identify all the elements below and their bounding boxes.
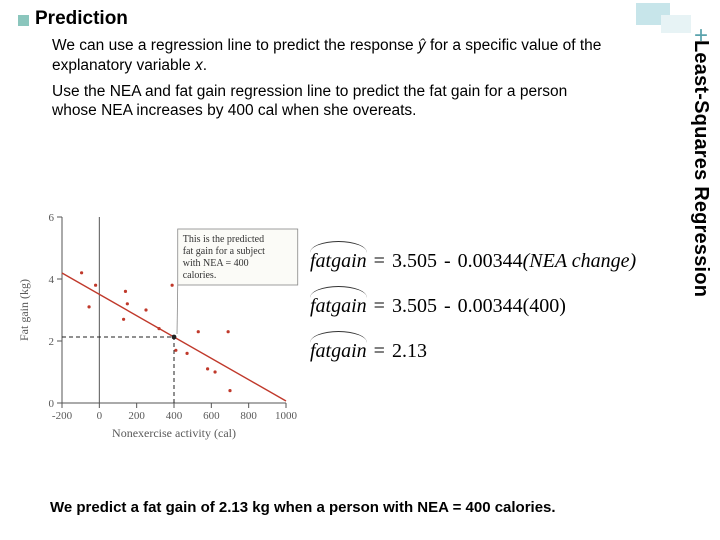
equation-3: fatgain = 2.13 [310, 340, 636, 363]
svg-text:This is the predicted: This is the predicted [183, 234, 264, 245]
svg-text:800: 800 [240, 410, 257, 422]
svg-text:0: 0 [97, 410, 103, 422]
svg-text:1000: 1000 [275, 410, 298, 422]
heading-title: Prediction [35, 8, 128, 30]
slide: + Least-Squares Regression Prediction We… [0, 0, 720, 540]
eq2-a: 3.505 [392, 295, 437, 318]
eq1-arg: (NEA change) [523, 250, 637, 273]
chart: -200020040060080010000246Nonexercise act… [10, 203, 300, 453]
chapter-label: Least-Squares Regression [689, 40, 712, 297]
svg-text:Fat gain (kg): Fat gain (kg) [17, 279, 31, 341]
corner-decoration [636, 3, 690, 33]
fatgain-hat-2: fatgain [310, 295, 367, 318]
svg-text:2: 2 [49, 336, 55, 348]
svg-text:200: 200 [128, 410, 145, 422]
p1-x: x [195, 57, 203, 74]
svg-text:400: 400 [166, 410, 183, 422]
svg-text:calories.: calories. [183, 270, 217, 281]
heading-row: Prediction [18, 8, 702, 30]
eq1-a: 3.505 [392, 250, 437, 273]
p1-yhat: ŷ [418, 37, 426, 54]
equations: fatgain = 3.505 - 0.00344 (NEA change) f… [310, 250, 636, 385]
paragraph-2: Use the NEA and fat gain regression line… [52, 82, 612, 122]
eq3-rhs: 2.13 [392, 340, 427, 363]
body-text: We can use a regression line to predict … [52, 36, 612, 121]
svg-text:Nonexercise activity (cal): Nonexercise activity (cal) [112, 426, 236, 440]
chart-svg: -200020040060080010000246Nonexercise act… [10, 203, 300, 448]
equation-2: fatgain = 3.505 - 0.00344 (400) [310, 295, 636, 318]
equation-1: fatgain = 3.505 - 0.00344 (NEA change) [310, 250, 636, 273]
svg-text:6: 6 [49, 212, 55, 224]
svg-text:fat gain for a subject: fat gain for a subject [183, 246, 265, 257]
eq1-b: 0.00344 [458, 250, 523, 273]
paragraph-1: We can use a regression line to predict … [52, 36, 612, 76]
svg-text:0: 0 [49, 398, 55, 410]
p1-text-c: . [203, 57, 207, 74]
p1-text-a: We can use a regression line to predict … [52, 37, 418, 54]
svg-text:-200: -200 [52, 410, 73, 422]
eq2-b: 0.00344 [458, 295, 523, 318]
conclusion: We predict a fat gain of 2.13 kg when a … [50, 499, 556, 516]
fatgain-hat-3: fatgain [310, 340, 367, 363]
fatgain-hat-1: fatgain [310, 250, 367, 273]
bullet-icon [18, 15, 29, 26]
svg-text:4: 4 [49, 274, 55, 286]
svg-text:600: 600 [203, 410, 220, 422]
svg-text:with NEA = 400: with NEA = 400 [183, 258, 249, 269]
eq2-arg: (400) [523, 295, 566, 318]
